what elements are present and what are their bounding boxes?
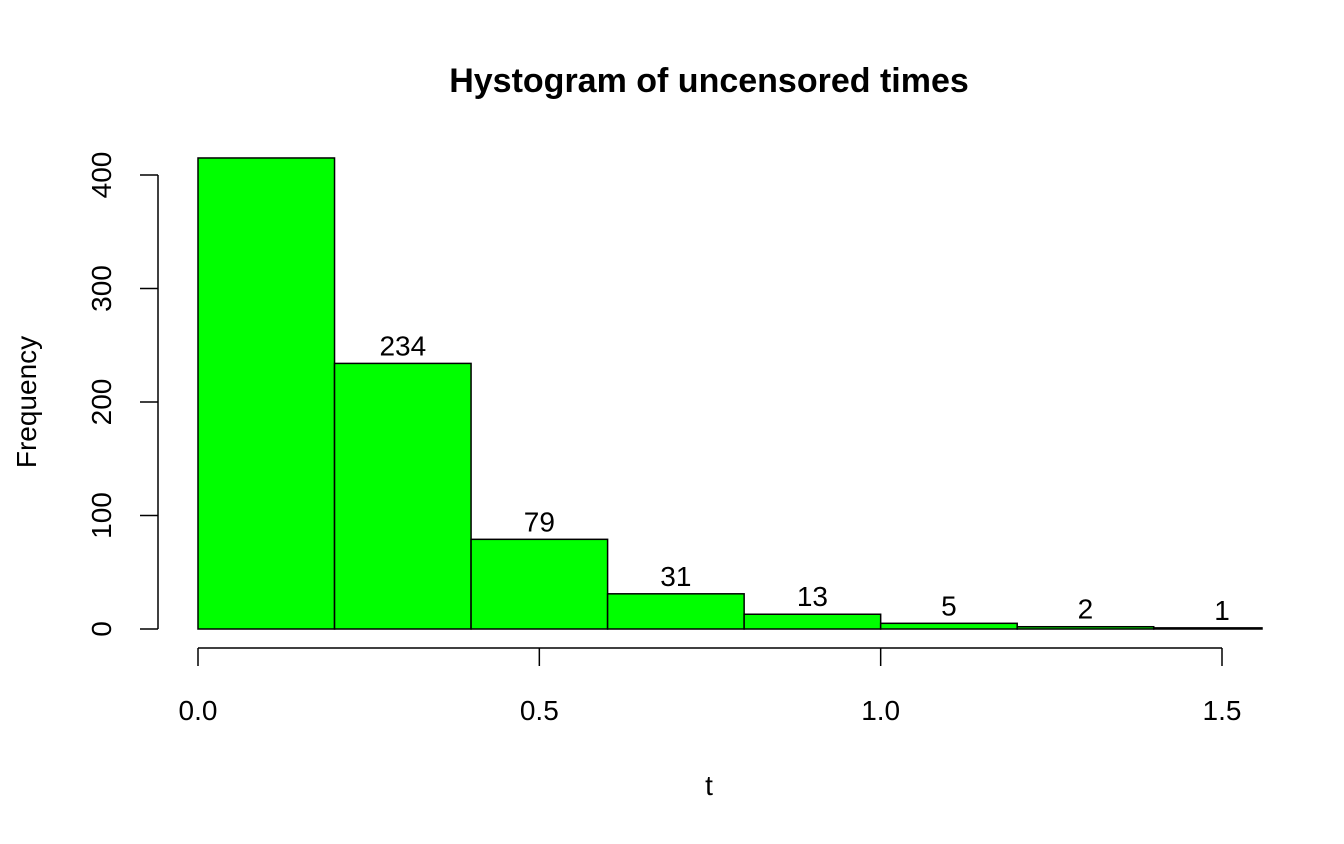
- y-axis-label: Frequency: [11, 336, 42, 468]
- histogram-bar: [470, 538, 609, 630]
- bar-value-label: 79: [524, 506, 555, 537]
- y-tick-label: 400: [86, 152, 117, 199]
- histogram-bar: [1016, 625, 1155, 630]
- histogram-bar: [606, 593, 745, 630]
- x-tick-label: 0.0: [179, 695, 218, 726]
- x-tick-label: 1.5: [1203, 695, 1242, 726]
- histogram-bar: [197, 157, 336, 630]
- x-axis: 0.0 0.5 1.0 1.5: [179, 647, 1242, 726]
- y-tick-label: 300: [86, 265, 117, 312]
- bar-value-label: 1: [1214, 595, 1230, 626]
- histogram-bar: [333, 362, 472, 630]
- y-axis: 0 100 200 300 400: [86, 152, 159, 637]
- chart-title: Hystogram of uncensored times: [449, 62, 969, 100]
- bars-group: [197, 157, 1263, 630]
- histogram-bar: [879, 622, 1018, 630]
- y-tick-label: 0: [86, 621, 117, 637]
- y-tick-label: 100: [86, 492, 117, 539]
- bar-value-label: 2: [1078, 594, 1094, 625]
- y-tick-label: 200: [86, 379, 117, 426]
- bar-value-label: 31: [660, 561, 691, 592]
- histogram-bar: [743, 613, 882, 630]
- bar-labels-group: 234 79 31 13 5 2 1: [379, 330, 1229, 625]
- histogram-bar: [1152, 627, 1263, 630]
- x-tick-label: 1.0: [861, 695, 900, 726]
- x-tick-label: 0.5: [520, 695, 559, 726]
- bar-value-label: 234: [379, 330, 426, 361]
- bar-value-label: 13: [797, 581, 828, 612]
- x-axis-label: t: [705, 770, 713, 801]
- bar-value-label: 5: [941, 590, 957, 621]
